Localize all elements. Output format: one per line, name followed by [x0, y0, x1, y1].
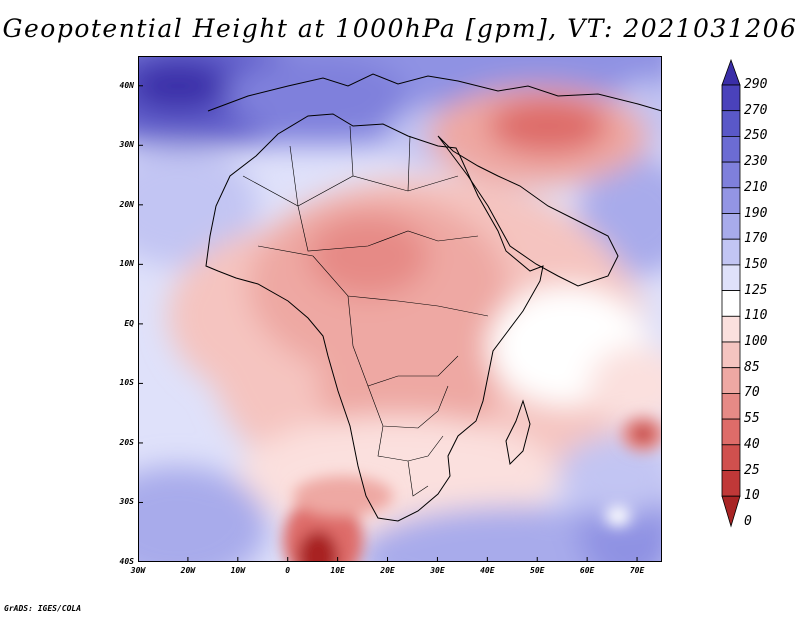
lon-tick-label: 20W	[180, 566, 196, 575]
lat-tick-label: 20S	[119, 437, 134, 447]
colorbar-level-label: 70	[744, 385, 760, 401]
colorbar-level-label: 290	[744, 77, 768, 92]
lat-tick-label: 10N	[119, 259, 134, 269]
colorbar-level-label: 125	[744, 282, 768, 298]
lon-tick-label: 10W	[230, 566, 246, 575]
lon-tick-label: 40E	[480, 566, 495, 575]
colorbar-swatch	[721, 264, 741, 291]
colorbar-swatch	[721, 470, 741, 497]
lat-tick-label: 30N	[119, 140, 134, 150]
colorbar-swatch	[721, 495, 741, 528]
colorbar-swatch	[721, 238, 741, 266]
colorbar-swatch	[721, 392, 741, 420]
lon-tick-label: 0	[285, 566, 291, 575]
colorbar-level-label: 230	[744, 154, 768, 170]
colorbar-level-label: 170	[744, 231, 768, 247]
colorbar-swatch	[721, 58, 741, 86]
field-detail	[283, 416, 662, 562]
colorbar-level-label: 25	[744, 462, 760, 478]
colorbar-level-label: 210	[744, 179, 768, 195]
map-frame	[137, 56, 662, 563]
colorbar-swatch	[721, 367, 741, 394]
colorbar-swatch	[721, 341, 741, 369]
colorbar-swatch	[721, 444, 741, 471]
colorbar-level-label: 150	[744, 256, 768, 272]
geopotential-map	[137, 56, 662, 563]
colorbar-swatch	[721, 315, 741, 343]
colorbar-level-label: 270	[744, 102, 768, 118]
lon-tick-label: 30W	[130, 566, 146, 575]
lat-tick-label: EQ	[124, 318, 134, 328]
colorbar-swatch	[721, 187, 741, 214]
country-borders	[242, 125, 489, 497]
colorbar-swatch	[721, 418, 741, 446]
colorbar-swatch	[721, 84, 741, 112]
colorbar-swatch	[721, 290, 741, 317]
lat-tick-label: 40S	[119, 557, 134, 566]
lon-tick-label: 50E	[530, 566, 545, 575]
colorbar-level-label: 100	[744, 334, 768, 349]
colorbar-level-label: 250	[744, 128, 768, 144]
colorbar-level-label: 190	[744, 205, 768, 221]
coastlines	[205, 73, 662, 522]
lon-tick-label: 70E	[629, 566, 645, 575]
lon-tick-label: 20E	[380, 566, 395, 575]
colorbar-level-label: 0	[744, 513, 752, 529]
colorbar-swatch	[721, 110, 741, 137]
colorbar-level-label: 40	[744, 436, 760, 452]
lon-tick-label: 60E	[579, 566, 595, 575]
lat-tick-label: 10S	[119, 378, 134, 388]
lon-tick-label: 10E	[330, 566, 345, 575]
colorbar-swatch	[721, 161, 741, 189]
lon-tick-label: 30E	[430, 566, 445, 575]
colorbar-level-label: 10	[744, 488, 760, 504]
lat-tick-label: 20N	[119, 199, 134, 209]
colorbar-level-label: 85	[744, 359, 760, 375]
chart-title: Geopotential Height at 1000hPa [gpm], VT…	[2, 14, 798, 43]
colorbar-level-label: 55	[744, 411, 760, 427]
colorbar-swatch	[721, 213, 741, 240]
lat-tick-label: 40N	[119, 80, 134, 90]
grads-credit: GrADS: IGES/COLA	[4, 604, 82, 613]
colorbar-swatch	[721, 135, 741, 163]
map-border	[138, 56, 662, 562]
colorbar-level-label: 110	[744, 308, 768, 324]
lat-tick-label: 30S	[119, 497, 134, 507]
